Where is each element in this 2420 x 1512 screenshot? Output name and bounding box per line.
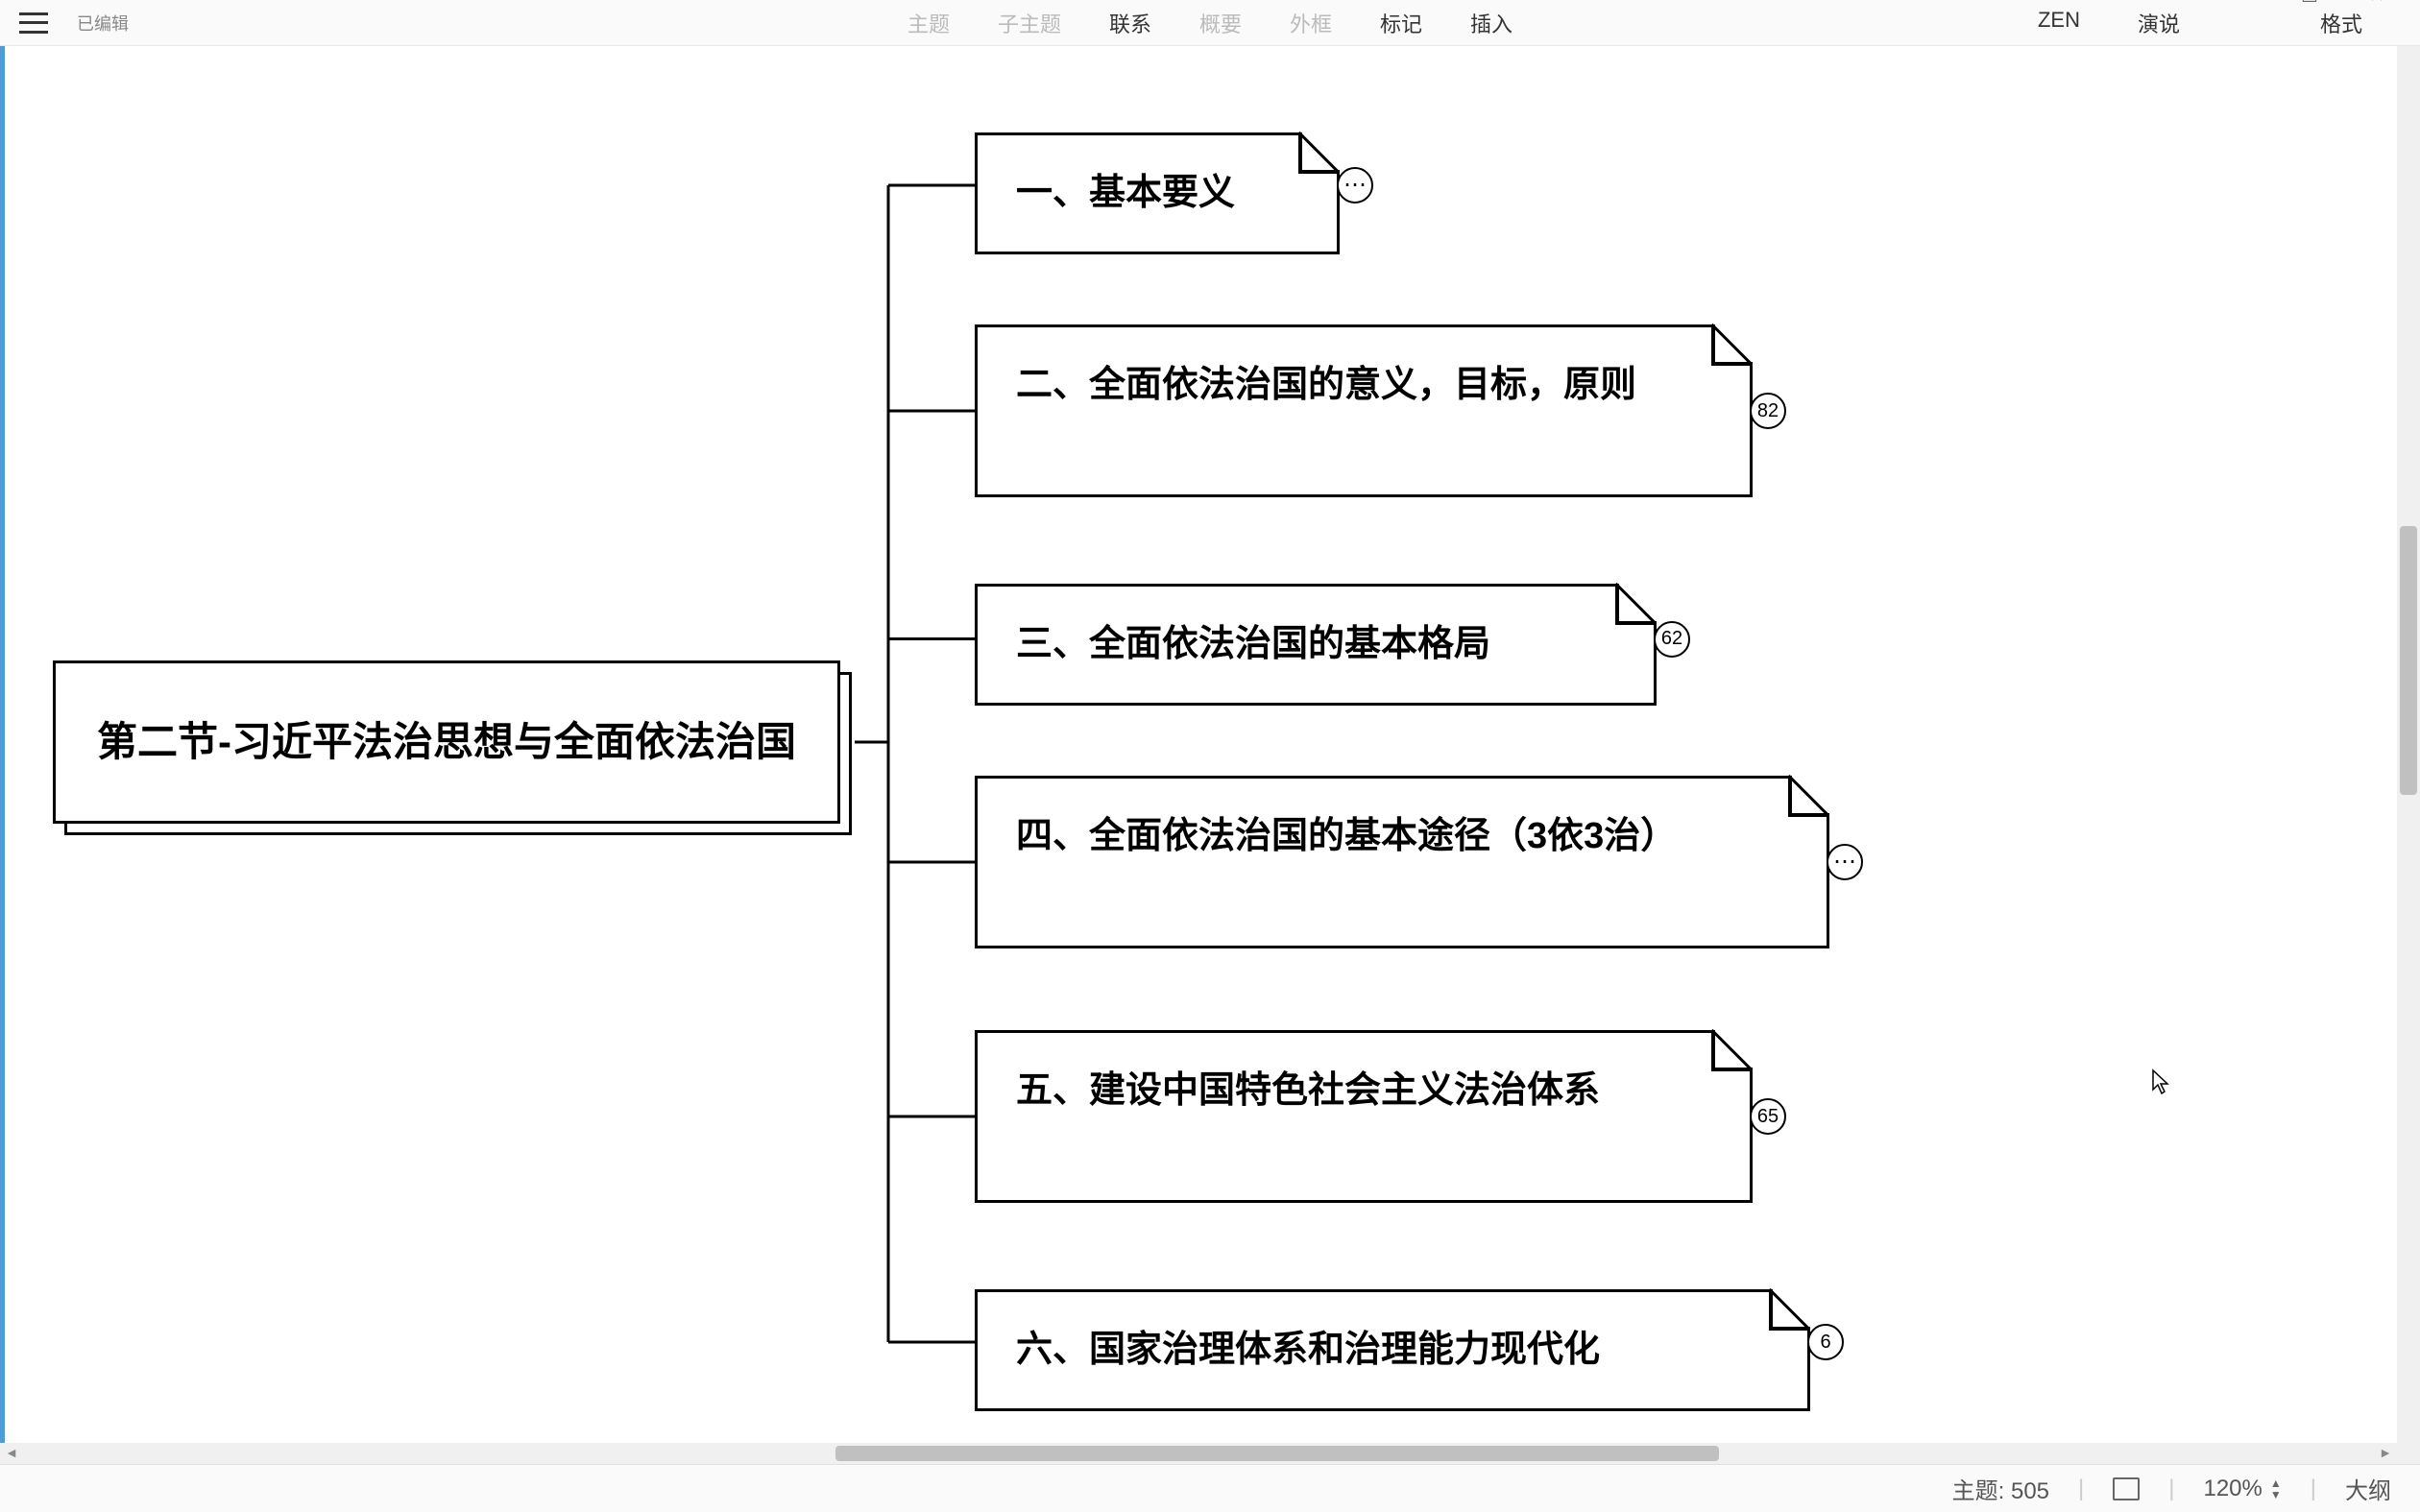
separator: | [2078,1476,2084,1502]
toolbar-item-6[interactable]: 插入 [1470,8,1512,38]
root-box[interactable]: 第二节-习近平法治思想与全面依法治国 [53,660,840,824]
v-scroll-thumb[interactable] [2400,526,2417,795]
child-node-5[interactable]: 六、国家治理体系和治理能力现代化 [975,1289,1810,1411]
scroll-left-icon[interactable]: ◄ [2,1443,21,1462]
zoom-controls[interactable]: 120% ▲▼ [2203,1476,2281,1502]
collapse-badge-4[interactable]: 65 [1750,1098,1786,1135]
toolbar-item-5[interactable]: 标记 [1380,8,1422,38]
toolbar-item-1[interactable]: 子主题 [998,8,1061,38]
close-icon[interactable]: ✕ [2362,0,2391,10]
toolbar-item-0[interactable]: 主题 [908,8,950,38]
title-area: 已编辑 [77,11,129,36]
mindmap-canvas[interactable]: 第二节-习近平法治思想与全面依法治国 一、基本要义二、全面依法治国的意义，目标，… [5,46,2420,1464]
titlebar: 已编辑 主题 子主题 联系 概要 外框 标记 插入 ZEN 演说 格式 — ☐ ✕ [0,0,2420,46]
menu-icon[interactable] [19,12,48,34]
format-button[interactable]: 格式 [2320,8,2362,38]
edit-status: 已编辑 [77,11,129,36]
child-node-2[interactable]: 三、全面依法治国的基本格局 [975,584,1657,706]
horizontal-scrollbar[interactable]: ◄ ► [0,1443,2397,1464]
minimize-icon[interactable]: — [2228,0,2257,10]
collapse-badge-5[interactable]: 6 [1807,1324,1844,1360]
cursor-icon [2151,1068,2170,1095]
collapse-badge-0[interactable] [1337,167,1373,204]
zoom-stepper[interactable]: ▲▼ [2270,1477,2282,1500]
child-node-3[interactable]: 四、全面依法治国的基本途径（3依3治） [975,776,1829,948]
toolbar-right: ZEN 演说 [2038,8,2180,38]
toolbar-right-item-1[interactable]: 演说 [2138,8,2180,38]
toolbar-item-3[interactable]: 概要 [1199,8,1242,38]
child-node-4[interactable]: 五、建设中国特色社会主义法治体系 [975,1030,1753,1203]
root-node[interactable]: 第二节-习近平法治思想与全面依法治国 [53,660,840,824]
h-scroll-thumb[interactable] [835,1446,1719,1461]
collapse-badge-3[interactable] [1827,844,1863,880]
collapse-badge-1[interactable]: 82 [1750,393,1786,429]
toolbar-right-item-0[interactable]: ZEN [2038,8,2080,38]
toolbar-item-2[interactable]: 联系 [1109,8,1151,38]
zoom-level: 120% [2203,1476,2262,1502]
child-node-0[interactable]: 一、基本要义 [975,132,1340,254]
vertical-scrollbar[interactable] [2397,46,2420,1464]
root-text: 第二节-习近平法治思想与全面依法治国 [97,709,796,774]
canvas-wrapper: 第二节-习近平法治思想与全面依法治国 一、基本要义二、全面依法治国的意义，目标，… [0,46,2420,1464]
toolbar-center: 主题 子主题 联系 概要 外框 标记 插入 [908,8,1512,38]
minimap-icon[interactable] [2113,1477,2140,1500]
topic-count-label: 主题: 505 [1952,1472,2049,1505]
window-controls: — ☐ ✕ [2228,0,2420,10]
separator: | [2311,1476,2316,1502]
outline-button[interactable]: 大纲 [2345,1472,2391,1505]
scroll-right-icon[interactable]: ► [2376,1443,2395,1462]
collapse-badge-2[interactable]: 62 [1654,621,1690,658]
child-node-1[interactable]: 二、全面依法治国的意义，目标，原则 [975,324,1753,497]
toolbar-item-4[interactable]: 外框 [1290,8,1332,38]
separator: | [2168,1476,2174,1502]
maximize-icon[interactable]: ☐ [2295,0,2324,10]
statusbar: 主题: 505 | | 120% ▲▼ | 大纲 [0,1464,2420,1512]
